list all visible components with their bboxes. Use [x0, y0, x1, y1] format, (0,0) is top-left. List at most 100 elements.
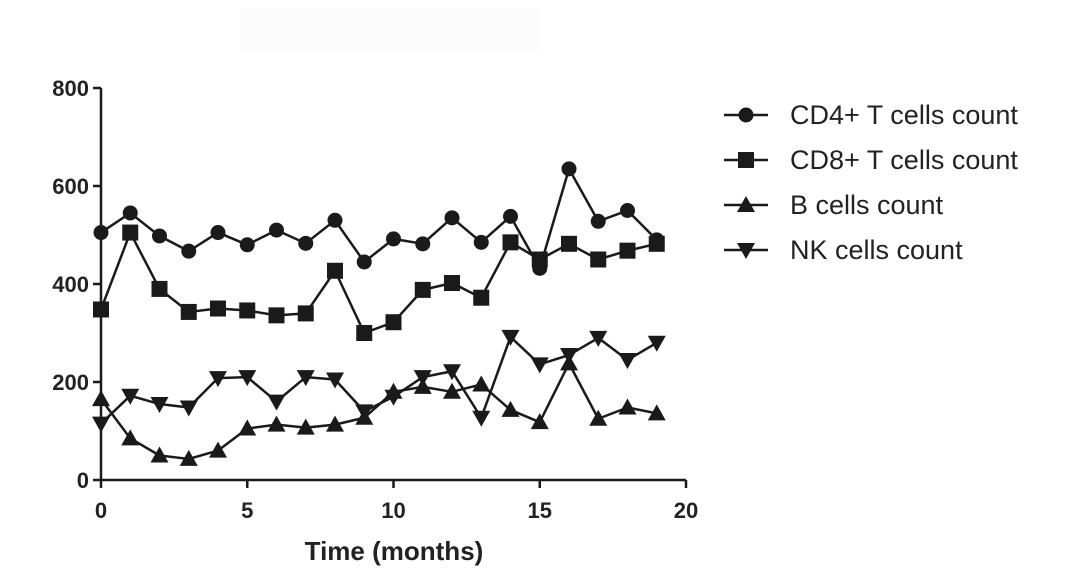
data-point	[239, 237, 255, 253]
legend: CD4+ T cells count CD8+ T cells count B ce…	[724, 100, 1018, 265]
x-axis-label: Time (months)	[305, 536, 484, 566]
data-point	[268, 307, 285, 324]
legend-item: NK cells count	[724, 235, 963, 265]
data-point	[531, 251, 548, 268]
data-point	[267, 415, 286, 432]
data-point	[121, 388, 140, 405]
data-point	[267, 394, 286, 411]
data-point	[502, 234, 519, 251]
data-point	[122, 205, 138, 221]
data-point	[93, 301, 109, 318]
data-point	[560, 348, 578, 365]
y-tick-label: 0	[77, 468, 89, 493]
legend-item: CD8+ T cells count	[724, 145, 1018, 175]
legend-marker	[738, 107, 754, 123]
title-placeholder	[240, 8, 540, 52]
data-point	[296, 370, 315, 387]
y-tick-label: 600	[52, 174, 89, 199]
data-point	[501, 400, 520, 417]
data-point	[561, 161, 577, 177]
data-point	[150, 446, 169, 463]
data-point	[619, 242, 636, 259]
plot-area	[92, 161, 666, 466]
data-point	[151, 280, 168, 297]
data-point	[296, 418, 315, 435]
data-point	[590, 213, 606, 229]
x-tick-label: 0	[95, 498, 107, 523]
data-point	[618, 398, 637, 415]
data-point	[472, 375, 491, 392]
data-point	[590, 251, 607, 268]
legend-marker	[737, 243, 755, 259]
data-point	[179, 449, 198, 466]
data-point	[618, 352, 637, 369]
y-tick-label: 200	[52, 370, 89, 395]
data-point	[414, 281, 431, 298]
data-point	[385, 314, 402, 331]
data-point	[589, 409, 608, 426]
data-point	[443, 364, 461, 381]
data-point	[443, 382, 461, 399]
x-tick-label: 15	[528, 498, 552, 523]
data-point	[384, 389, 403, 406]
data-point	[530, 413, 549, 430]
data-point	[92, 390, 110, 407]
data-point	[620, 203, 635, 218]
data-point	[503, 208, 518, 224]
data-point	[179, 400, 198, 417]
series-2	[93, 224, 665, 341]
series-1	[93, 161, 665, 276]
legend-item: B cells count	[724, 190, 944, 220]
series-4	[92, 329, 666, 433]
data-point	[269, 222, 284, 238]
data-point	[356, 254, 372, 270]
y-tick-label: 800	[52, 76, 89, 101]
legend-label: CD8+ T cells count	[790, 145, 1018, 175]
data-point	[647, 404, 666, 421]
x-tick-label: 20	[674, 498, 698, 523]
data-point	[530, 357, 549, 374]
data-point	[209, 441, 227, 458]
legend-label: CD4+ T cells count	[790, 100, 1018, 130]
data-point	[327, 212, 343, 228]
data-point	[473, 234, 489, 250]
data-point	[473, 289, 490, 306]
data-point	[238, 370, 257, 387]
data-point	[209, 371, 227, 388]
data-point	[181, 243, 197, 259]
legend-item: CD4+ T cells count	[724, 100, 1018, 130]
data-point	[356, 325, 373, 341]
data-point	[210, 300, 226, 317]
data-point	[150, 397, 169, 414]
data-point	[589, 330, 608, 347]
data-point	[326, 415, 344, 432]
data-point	[210, 225, 226, 241]
data-point	[327, 262, 343, 279]
data-point	[298, 235, 314, 251]
data-point	[413, 370, 432, 387]
series-line	[99, 362, 657, 461]
data-point	[122, 224, 139, 241]
data-point	[648, 235, 665, 252]
data-point	[386, 231, 401, 247]
data-point	[561, 235, 577, 252]
legend-label: NK cells count	[790, 235, 963, 265]
data-point	[444, 210, 460, 226]
series-3	[92, 354, 666, 466]
data-point	[472, 410, 491, 427]
data-point	[93, 225, 109, 241]
data-point	[297, 305, 314, 322]
data-point	[92, 416, 110, 433]
y-tick-label: 400	[52, 272, 89, 297]
data-point	[121, 429, 140, 446]
legend-marker	[738, 152, 754, 168]
data-point	[152, 228, 167, 244]
data-point	[239, 302, 256, 319]
data-point	[444, 275, 460, 292]
data-point	[415, 236, 431, 252]
legend-label: B cells count	[790, 190, 944, 220]
data-point	[647, 335, 666, 352]
data-point	[501, 329, 520, 346]
